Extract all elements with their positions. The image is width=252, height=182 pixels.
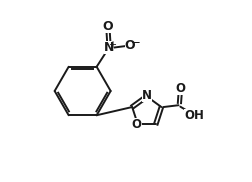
Text: O: O (103, 20, 113, 33)
Text: O: O (132, 118, 142, 131)
Text: O: O (125, 39, 135, 52)
Text: +: + (108, 39, 116, 50)
Text: N: N (142, 89, 152, 102)
Text: O: O (175, 82, 185, 95)
Text: N: N (104, 41, 114, 54)
Text: OH: OH (184, 109, 204, 122)
Text: −: − (131, 36, 140, 49)
